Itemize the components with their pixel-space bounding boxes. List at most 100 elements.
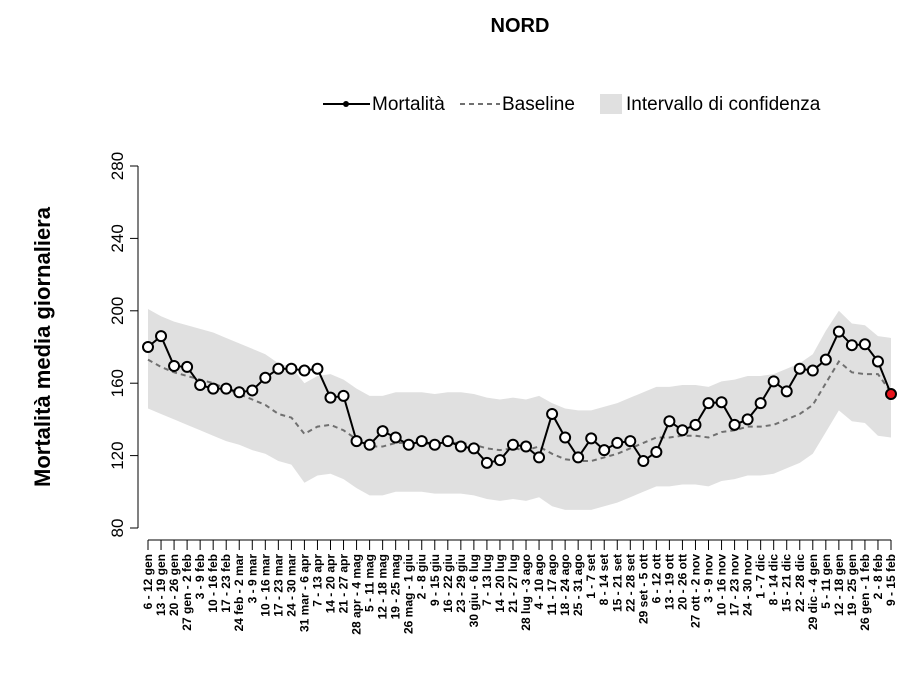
mortality-point	[454, 440, 467, 453]
x-tick-label: 24 - 30 mar	[284, 554, 298, 617]
x-tick-label: 13 - 19 gen	[154, 554, 168, 616]
x-tick-label: 29 dic - 4 gen	[806, 554, 820, 630]
mortality-point	[819, 353, 832, 366]
mortality-point	[467, 442, 480, 455]
mortality-point	[298, 364, 311, 377]
mortality-point	[246, 384, 259, 397]
mortality-point	[637, 455, 650, 468]
x-tick-label: 17 - 23 nov	[728, 554, 742, 616]
mortality-point	[506, 438, 519, 451]
mortality-point	[363, 438, 376, 451]
x-tick-label: 7 - 13 apr	[310, 554, 324, 607]
mortality-point	[350, 435, 363, 448]
mortality-point	[715, 396, 728, 409]
x-tick-label: 6 - 12 ott	[649, 554, 663, 603]
y-tick-label: 240	[108, 224, 127, 252]
x-tick-label: 22 - 28 set	[623, 554, 637, 612]
mortality-point	[741, 413, 754, 426]
x-tick-label: 19 - 25 mag	[389, 554, 403, 619]
y-tick-label: 280	[108, 152, 127, 180]
x-tick-label: 2 - 8 feb	[871, 554, 885, 599]
mortality-point	[207, 382, 220, 395]
x-tick-label: 8 - 14 set	[597, 554, 611, 605]
mortality-point	[885, 388, 897, 401]
x-tick-label: 17 - 23 feb	[219, 554, 233, 613]
mortality-point	[428, 438, 441, 451]
legend-label: Intervallo di confidenza	[626, 94, 821, 115]
mortality-point	[376, 425, 389, 438]
x-tick-label: 28 lug - 3 ago	[519, 554, 533, 631]
x-tick-label: 15 - 21 set	[610, 554, 624, 612]
x-tick-label: 14 - 20 apr	[323, 554, 337, 614]
legend-label: Baseline	[502, 94, 575, 115]
legend-band-swatch	[600, 94, 622, 114]
mortality-point	[259, 371, 272, 384]
x-tick-label: 5 - 11 mag	[363, 554, 377, 612]
y-tick-label: 160	[108, 369, 127, 397]
x-tick-label: 21 - 27 apr	[337, 554, 351, 614]
mortality-point	[285, 362, 298, 375]
x-tick-label: 9 - 15 feb	[884, 554, 898, 606]
x-tick-label: 10 - 16 mar	[258, 554, 272, 617]
mortality-point	[194, 379, 207, 392]
mortality-point	[181, 360, 194, 373]
x-tick-label: 11 - 17 ago	[545, 554, 559, 615]
mortality-point	[832, 325, 845, 338]
x-tick-label: 19 - 25 gen	[845, 554, 859, 616]
x-tick-label: 18 - 24 ago	[558, 554, 572, 616]
mortality-point	[493, 454, 506, 467]
y-axis-label: Mortalità media giornaliera	[30, 206, 55, 487]
mortality-point	[168, 360, 181, 373]
x-tick-label: 3 - 9 feb	[193, 554, 207, 599]
x-tick-label: 23 - 29 giu	[454, 554, 468, 613]
x-tick-label: 29 set - 5 ott	[636, 554, 650, 624]
mortality-point	[806, 364, 819, 377]
x-tick-label: 24 - 30 nov	[741, 554, 755, 616]
mortality-point	[402, 438, 415, 451]
x-tick-label: 1 - 7 dic	[754, 554, 768, 599]
x-tick-label: 6 - 12 gen	[141, 554, 155, 609]
x-tick-label: 9 - 15 giu	[428, 554, 442, 606]
mortality-point	[650, 445, 663, 458]
x-tick-label: 27 ott - 2 nov	[688, 554, 702, 628]
mortality-line	[147, 329, 892, 464]
y-tick-label: 120	[108, 441, 127, 469]
confidence-band	[148, 308, 891, 510]
mortality-point	[559, 431, 572, 444]
x-tick-label: 25 - 31 ago	[571, 554, 585, 616]
mortality-point	[441, 435, 454, 448]
x-tick-label: 10 - 16 nov	[715, 554, 729, 616]
mortality-point	[480, 456, 493, 469]
mortality-point	[520, 440, 533, 453]
x-tick-label: 13 - 19 ott	[662, 554, 676, 610]
mortality-point	[389, 431, 402, 444]
y-tick-label: 200	[108, 297, 127, 325]
x-tick-label: 2 - 8 giu	[415, 554, 429, 599]
x-tick-label: 24 feb - 2 mar	[232, 554, 246, 632]
x-tick-label: 26 gen - 1 feb	[858, 554, 872, 631]
chart-title: NORD	[491, 15, 550, 37]
mortality-point	[598, 444, 611, 457]
x-tick-label: 8 - 14 dic	[767, 554, 781, 606]
y-tick-label: 80	[108, 519, 127, 538]
x-tick-label: 3 - 9 nov	[702, 554, 716, 603]
mortality-point	[585, 432, 598, 445]
mortality-point	[311, 362, 324, 375]
mortality-point	[233, 386, 246, 399]
x-tick-label: 30 giu - 6 lug	[467, 554, 481, 627]
mortality-point	[728, 418, 741, 431]
x-tick-label: 27 gen - 2 feb	[180, 554, 194, 631]
mortality-point	[415, 435, 428, 448]
mortality-point	[155, 330, 168, 343]
x-tick-label: 1 - 7 set	[584, 554, 598, 599]
mortality-point	[871, 355, 884, 368]
legend-mortality-marker	[343, 101, 349, 107]
mortality-point	[858, 338, 871, 351]
x-tick-label: 22 - 28 dic	[793, 554, 807, 612]
x-tick-label: 31 mar - 6 apr	[297, 554, 311, 632]
x-tick-label: 4 - 10 ago	[532, 554, 546, 609]
x-tick-label: 5 - 11 gen	[819, 554, 833, 609]
mortality-point	[663, 415, 676, 428]
x-tick-label: 7 - 13 lug	[480, 554, 494, 606]
